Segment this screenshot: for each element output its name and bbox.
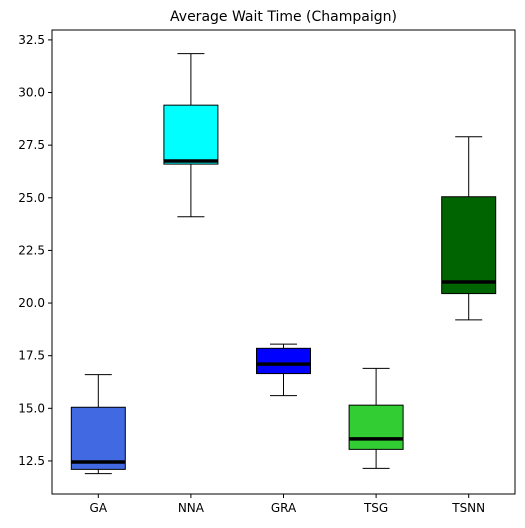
x-tick-label: NNA: [178, 501, 205, 515]
x-axis: GA NNA GRA TSG TSNN: [90, 494, 486, 515]
y-tick-label: 12.5: [18, 454, 45, 468]
y-axis: 12.5 15.0 17.5 20.0 22.5 25.0 27.5 30.0 32.5: [18, 33, 52, 468]
box-iqr: [442, 197, 496, 294]
x-tick-label: GA: [90, 501, 108, 515]
box-iqr: [257, 348, 311, 373]
y-tick-label: 22.5: [18, 243, 45, 257]
box-nna: [164, 54, 218, 217]
box-iqr: [71, 407, 125, 469]
box-tsnn: [442, 137, 496, 320]
box-series: [71, 54, 495, 474]
x-tick-label: GRA: [271, 501, 297, 515]
y-tick-label: 15.0: [18, 401, 45, 415]
box-iqr: [349, 405, 403, 449]
box-iqr: [164, 105, 218, 164]
x-tick-label: TSNN: [451, 501, 485, 515]
box-ga: [71, 375, 125, 474]
y-tick-label: 25.0: [18, 191, 45, 205]
chart-title: Average Wait Time (Champaign): [170, 9, 397, 25]
y-tick-label: 30.0: [18, 86, 45, 100]
box-tsg: [349, 368, 403, 468]
y-tick-label: 27.5: [18, 138, 45, 152]
x-tick-label: TSG: [363, 501, 388, 515]
box-gra: [257, 344, 311, 396]
y-tick-label: 17.5: [18, 349, 45, 363]
y-tick-label: 20.0: [18, 296, 45, 310]
y-tick-label: 32.5: [18, 33, 45, 47]
